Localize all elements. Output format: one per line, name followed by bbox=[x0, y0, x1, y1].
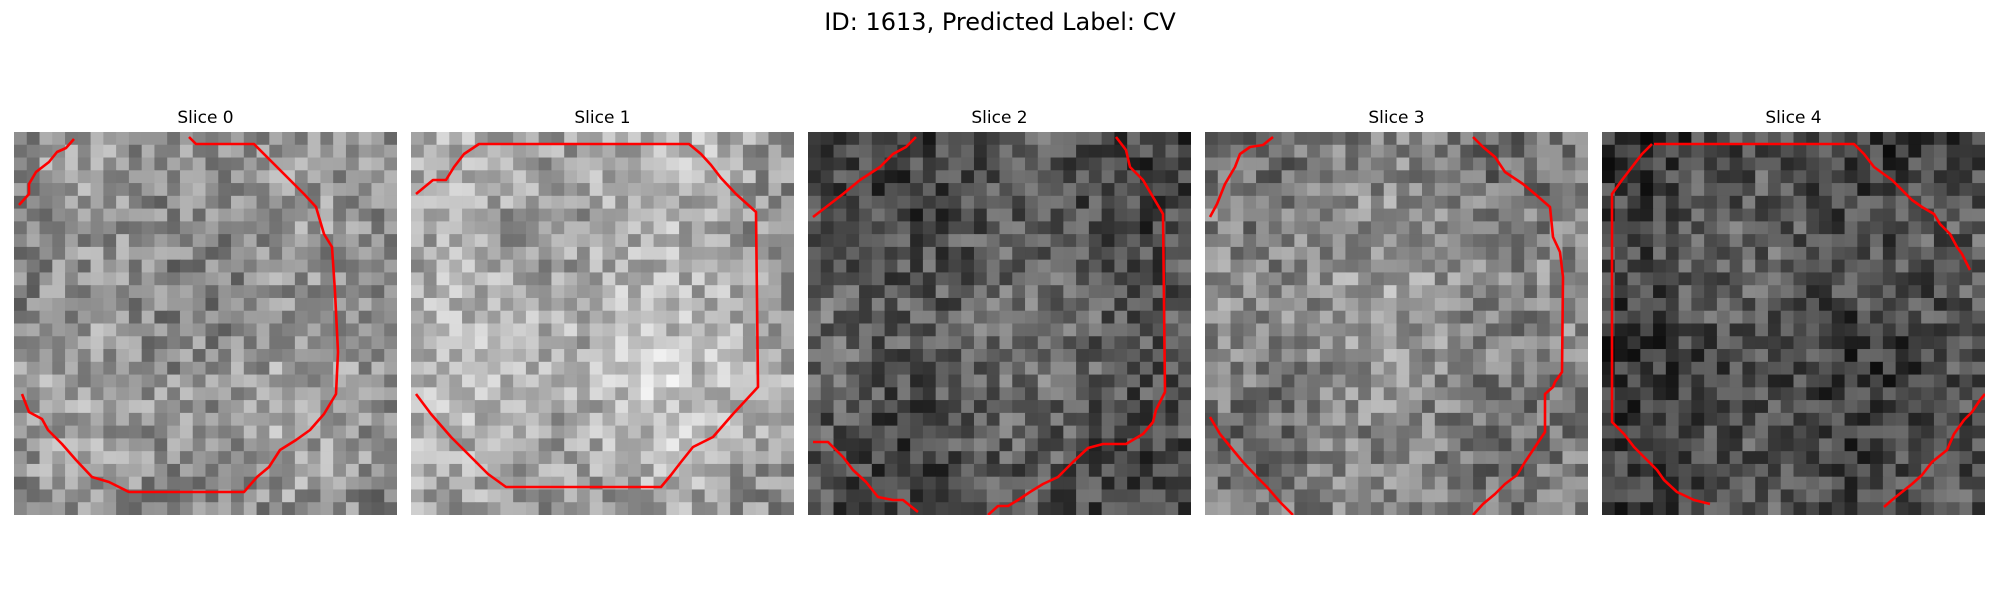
slice-panel-4: Slice 4 bbox=[1602, 108, 1985, 515]
slice-panel-2: Slice 2 bbox=[808, 108, 1191, 515]
segmentation-contour bbox=[987, 136, 1167, 515]
segmentation-contour bbox=[414, 142, 760, 489]
segmentation-contour bbox=[1208, 135, 1274, 218]
segmentation-contour bbox=[18, 138, 75, 206]
slice-image-4 bbox=[1602, 132, 1985, 515]
slice-title-3: Slice 3 bbox=[1368, 108, 1425, 128]
intensity-mosaic bbox=[1602, 132, 1985, 515]
slice-image-0 bbox=[14, 132, 397, 515]
segmentation-contour bbox=[20, 136, 340, 494]
intensity-mosaic bbox=[411, 132, 794, 515]
slice-panel-3: Slice 3 bbox=[1205, 108, 1588, 515]
slice-image-2 bbox=[808, 132, 1191, 515]
segmentation-contour bbox=[1610, 143, 1711, 506]
slice-title-4: Slice 4 bbox=[1765, 108, 1822, 128]
segmentation-contour bbox=[1883, 393, 1985, 508]
slice-title-2: Slice 2 bbox=[971, 108, 1028, 128]
slice-panel-0: Slice 0 bbox=[14, 108, 397, 515]
intensity-mosaic bbox=[14, 132, 397, 515]
slice-title-1: Slice 1 bbox=[574, 108, 631, 128]
slice-image-3 bbox=[1205, 132, 1588, 515]
intensity-mosaic bbox=[808, 132, 1191, 515]
segmentation-contour bbox=[1472, 136, 1565, 515]
slice-title-0: Slice 0 bbox=[177, 108, 234, 128]
slice-panel-1: Slice 1 bbox=[411, 108, 794, 515]
segmentation-contour bbox=[813, 440, 919, 514]
slice-image-1 bbox=[411, 132, 794, 515]
segmentation-contour bbox=[1208, 416, 1294, 515]
segmentation-contour bbox=[1654, 142, 1972, 271]
segmentation-contour bbox=[812, 136, 917, 219]
figure-title: ID: 1613, Predicted Label: CV bbox=[824, 8, 1176, 36]
intensity-mosaic bbox=[1205, 132, 1588, 515]
